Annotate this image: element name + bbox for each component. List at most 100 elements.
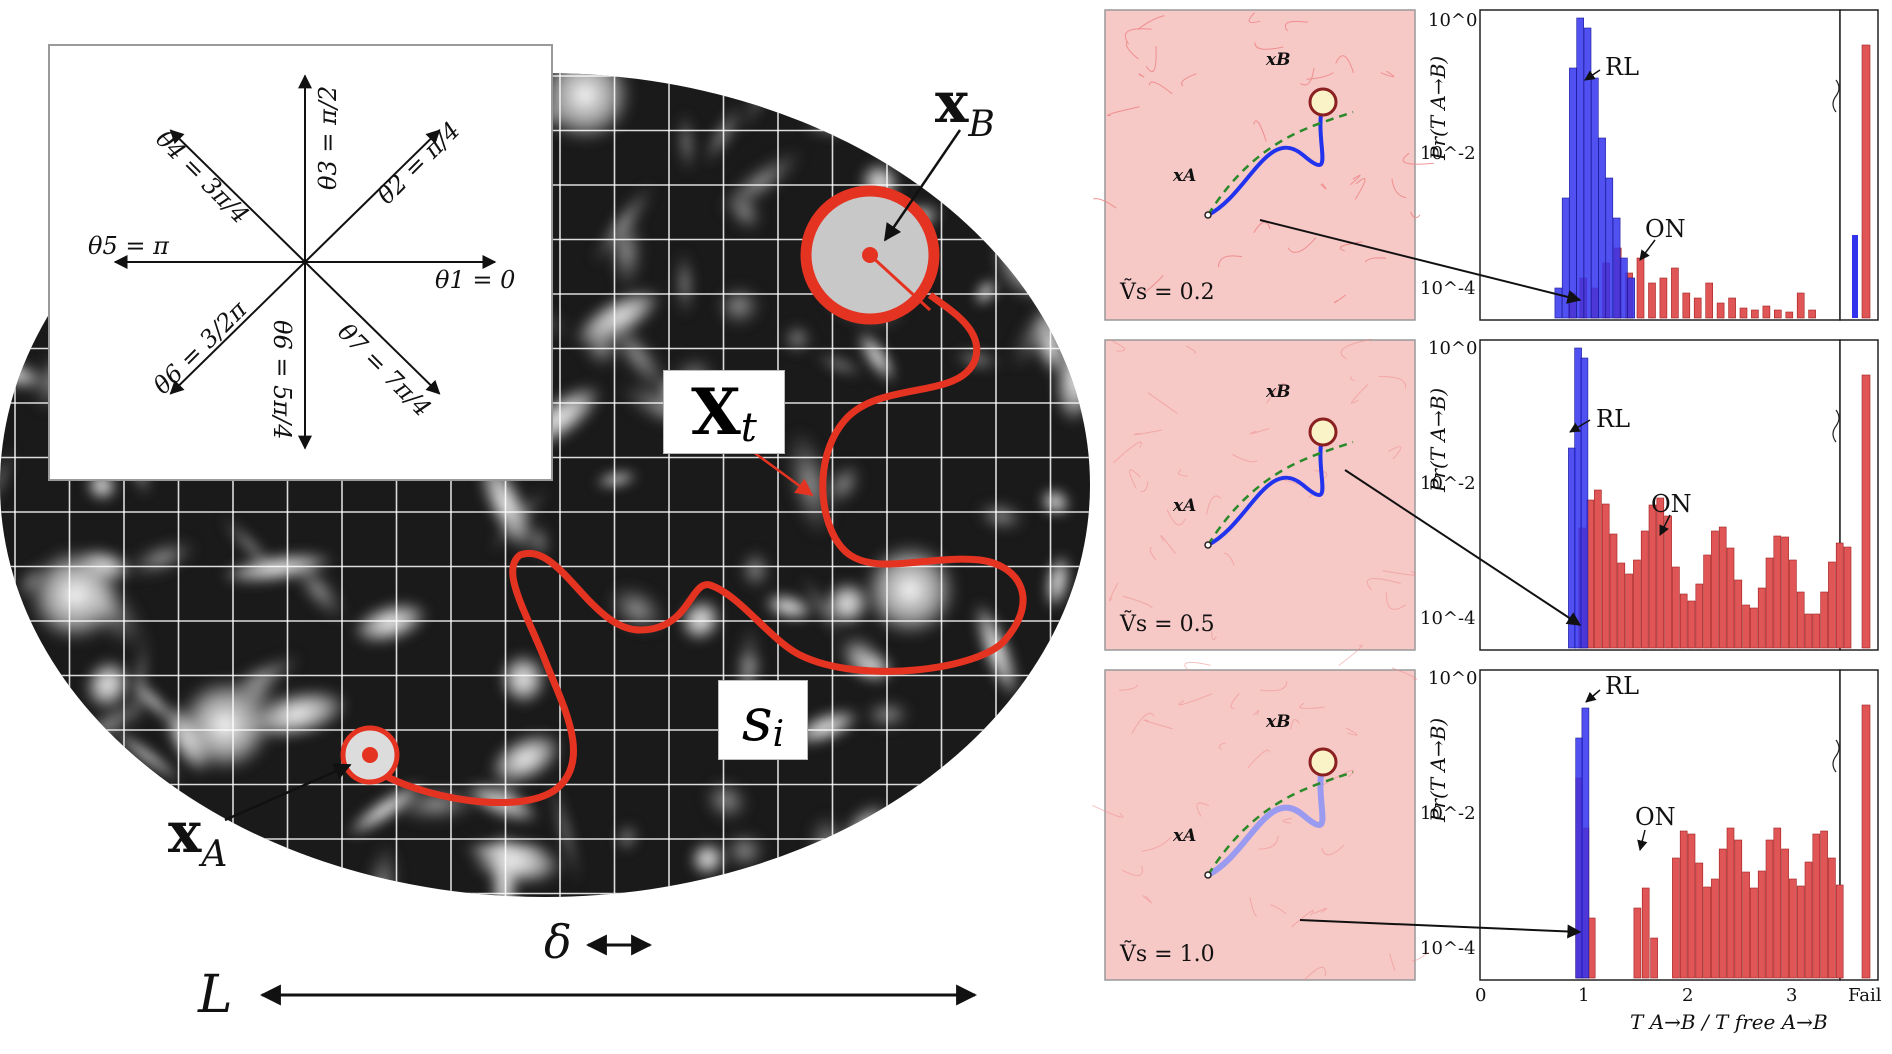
minimap-trace bbox=[1259, 681, 1288, 692]
on-label-row-2: ON bbox=[1651, 490, 1692, 518]
on-bar bbox=[1843, 546, 1852, 649]
on-bar bbox=[1781, 536, 1789, 649]
flow-streak bbox=[824, 580, 870, 627]
minimap-trace bbox=[1412, 951, 1430, 962]
flow-streak bbox=[702, 778, 750, 823]
on-bar bbox=[1703, 886, 1711, 979]
flow-streak bbox=[717, 148, 804, 216]
minimap-trace bbox=[1148, 81, 1173, 95]
on-bar bbox=[1796, 292, 1805, 319]
flow-streak bbox=[961, 148, 1053, 189]
minimap-start-label-2: xA bbox=[1173, 496, 1197, 516]
minimap-trace bbox=[1124, 28, 1152, 45]
ytick-r2-0: 10^0 bbox=[1428, 338, 1478, 359]
flow-streak bbox=[1028, 695, 1090, 787]
rl-bar bbox=[1569, 67, 1577, 319]
minimap-trace bbox=[1366, 577, 1401, 591]
label-pointer bbox=[1637, 829, 1648, 852]
on-bar bbox=[1789, 878, 1797, 979]
minimap-trace bbox=[1391, 178, 1407, 199]
axis-break bbox=[1832, 739, 1840, 773]
on-bar bbox=[1594, 489, 1602, 649]
on-bar bbox=[1808, 309, 1816, 319]
rl-bar bbox=[1574, 347, 1582, 649]
histogram-frame-row-1 bbox=[1479, 9, 1841, 321]
fail-frame-row-1 bbox=[1839, 9, 1879, 321]
minimap-trace bbox=[1320, 183, 1327, 190]
minimap-trace bbox=[1335, 55, 1354, 74]
on-label-row-1: ON bbox=[1645, 215, 1686, 243]
minimap-trace bbox=[1248, 12, 1261, 23]
trajectory-sub: t bbox=[740, 405, 757, 451]
minimap-trace bbox=[1160, 535, 1176, 555]
minimap-trace bbox=[1218, 255, 1243, 268]
on-bar bbox=[1828, 561, 1836, 649]
minimap-trace bbox=[1340, 338, 1372, 360]
rl-bar bbox=[1620, 257, 1628, 319]
minimap-trace bbox=[1145, 46, 1157, 72]
flow-streak bbox=[824, 461, 863, 507]
on-bar bbox=[1812, 613, 1821, 649]
on-bar bbox=[1796, 591, 1805, 649]
domain-size-label: L bbox=[198, 965, 233, 1025]
flow-streak bbox=[976, 500, 1026, 532]
minimap-trace bbox=[1131, 712, 1155, 734]
ytick-r2-2: 10^-4 bbox=[1420, 608, 1476, 629]
flow-streak bbox=[905, 841, 944, 897]
on-bar bbox=[1835, 542, 1844, 649]
flow-streak bbox=[1020, 73, 1070, 90]
action-arrow bbox=[169, 129, 306, 263]
minimap-trace bbox=[1206, 495, 1222, 515]
trajectory-path bbox=[370, 292, 1027, 807]
on-bar bbox=[1617, 562, 1626, 649]
on-bar bbox=[1648, 282, 1656, 319]
ytick-r1-2: 10^-4 bbox=[1420, 278, 1476, 299]
minimap-trace bbox=[1093, 198, 1117, 209]
rl-bar bbox=[1576, 17, 1584, 319]
minimap-trace bbox=[1364, 257, 1387, 263]
on-bar bbox=[1672, 566, 1680, 649]
rl-bar bbox=[1583, 27, 1592, 319]
on-bar bbox=[1650, 937, 1658, 979]
fail-frame-row-3 bbox=[1839, 669, 1879, 981]
on-bar bbox=[1765, 839, 1774, 979]
on-bar bbox=[1773, 535, 1782, 649]
minimap-trace bbox=[1389, 953, 1396, 971]
minimap-target bbox=[1308, 87, 1338, 117]
minimap-trace bbox=[1380, 70, 1395, 78]
minimap-trace bbox=[1178, 693, 1213, 706]
flow-streak bbox=[125, 538, 198, 579]
flow-streak bbox=[0, 704, 47, 757]
flow-streak bbox=[689, 841, 726, 877]
minimap-trace bbox=[1149, 547, 1157, 561]
minimap-trace bbox=[1349, 174, 1361, 186]
start-dot bbox=[362, 747, 378, 763]
on-bar bbox=[1656, 497, 1665, 649]
on-bar bbox=[1728, 297, 1736, 319]
minimap-trace bbox=[1142, 894, 1152, 904]
fail-bar bbox=[1861, 44, 1871, 319]
minimap-start-label-1: xA bbox=[1173, 166, 1197, 186]
minimap-trace bbox=[1333, 294, 1346, 304]
flow-streak bbox=[791, 708, 861, 746]
minimap-trace bbox=[1410, 211, 1421, 219]
angle-label-1: θ1 = 0 bbox=[435, 266, 516, 294]
flow-streak bbox=[739, 549, 772, 590]
minimap-trace bbox=[1218, 742, 1226, 750]
flow-streak bbox=[488, 731, 563, 786]
action-arrow bbox=[304, 261, 441, 395]
minimap-trace bbox=[1177, 469, 1188, 477]
minimap-trace bbox=[1166, 509, 1186, 526]
speed-label-row-3: Ṽs = 1.0 bbox=[1120, 942, 1215, 967]
minimap-trace bbox=[1122, 865, 1143, 877]
speed-label-row-1: Ṽs = 0.2 bbox=[1120, 280, 1215, 305]
minimap-trace bbox=[1184, 661, 1211, 671]
on-bar bbox=[1828, 857, 1836, 979]
on-bar bbox=[1820, 830, 1828, 979]
on-bar bbox=[1679, 593, 1688, 649]
label-pointer bbox=[1585, 689, 1601, 703]
minimap-trace bbox=[1140, 481, 1149, 493]
rl-bar bbox=[1581, 707, 1590, 979]
vortex-core bbox=[177, 677, 273, 773]
flow-streak bbox=[491, 778, 522, 816]
